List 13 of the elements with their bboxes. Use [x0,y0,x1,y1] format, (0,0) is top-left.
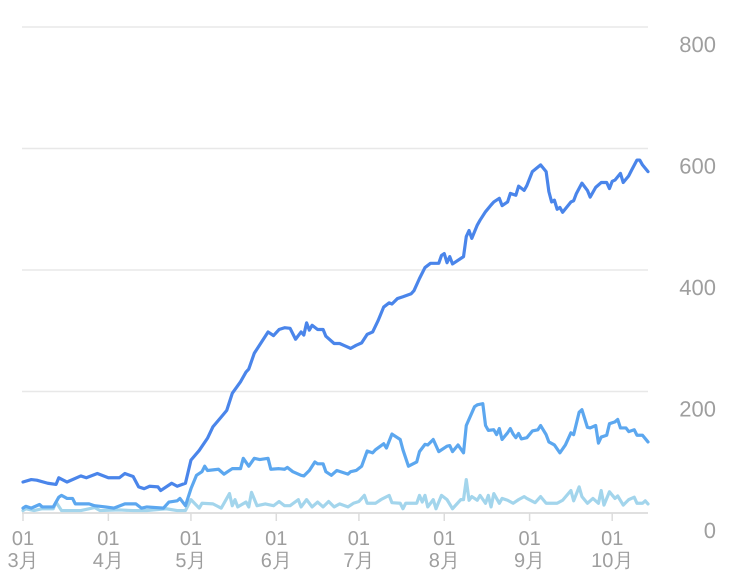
x-tick-label: 01 9月 [514,528,546,572]
x-tick-label: 01 10月 [591,528,634,572]
y-tick-label: 400 [679,275,716,300]
x-tick-label: 01 3月 [7,528,39,572]
y-tick-label: 600 [679,154,716,178]
x-tick-label: 01 7月 [343,528,374,572]
y-tick-label: 800 [679,32,716,57]
x-tick-label: 01 8月 [428,528,460,572]
x-tick-label: 01 6月 [260,528,292,572]
x-tick-label: 01 4月 [92,528,124,572]
y-tick-label: 200 [679,396,716,422]
x-tick-label: 01 5月 [175,528,207,572]
y-tick-label: 0 [704,518,716,543]
